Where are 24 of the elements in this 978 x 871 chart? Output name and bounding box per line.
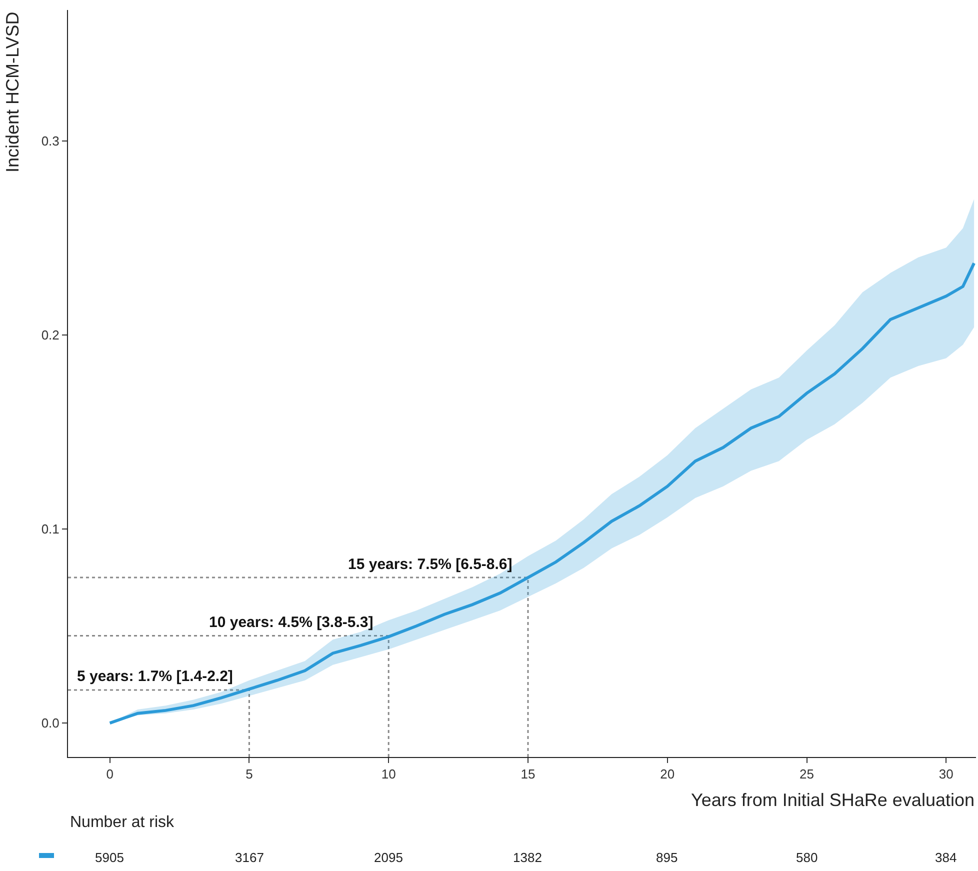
- y-tick-label: 0.0: [41, 716, 60, 731]
- text: 2095: [374, 850, 403, 865]
- x-tick-label: 25: [800, 766, 814, 782]
- y-axis-title: Incident HCM-LVSD: [2, 12, 22, 172]
- x-tick-label: 15: [520, 766, 536, 782]
- text: 580: [796, 850, 818, 865]
- text: 895: [656, 850, 678, 865]
- annotation: 5 years: 1.7% [1.4-2.2]: [77, 668, 233, 685]
- y-tick-label: 0.1: [41, 522, 60, 537]
- text: 3167: [235, 850, 264, 865]
- text: Number at risk: [70, 814, 176, 831]
- annotation: 10 years: 4.5% [3.8-5.3]: [209, 614, 374, 631]
- x-tick-label: 30: [938, 766, 954, 782]
- x-tick-label: 10: [381, 766, 396, 782]
- annotation: 15 years: 7.5% [6.5-8.6]: [348, 556, 512, 573]
- x-axis-title: Years from Initial SHaRe evaluation: [691, 790, 974, 810]
- text: 5905: [95, 850, 124, 865]
- text: 1382: [513, 850, 542, 865]
- x-tick-label: 5: [246, 766, 253, 782]
- y-tick-label: 0.3: [41, 134, 60, 149]
- x-tick-label: 0: [106, 766, 114, 782]
- text: 384: [935, 850, 957, 865]
- y-tick-label: 0.2: [41, 328, 60, 343]
- x-tick-label: 20: [660, 766, 675, 782]
